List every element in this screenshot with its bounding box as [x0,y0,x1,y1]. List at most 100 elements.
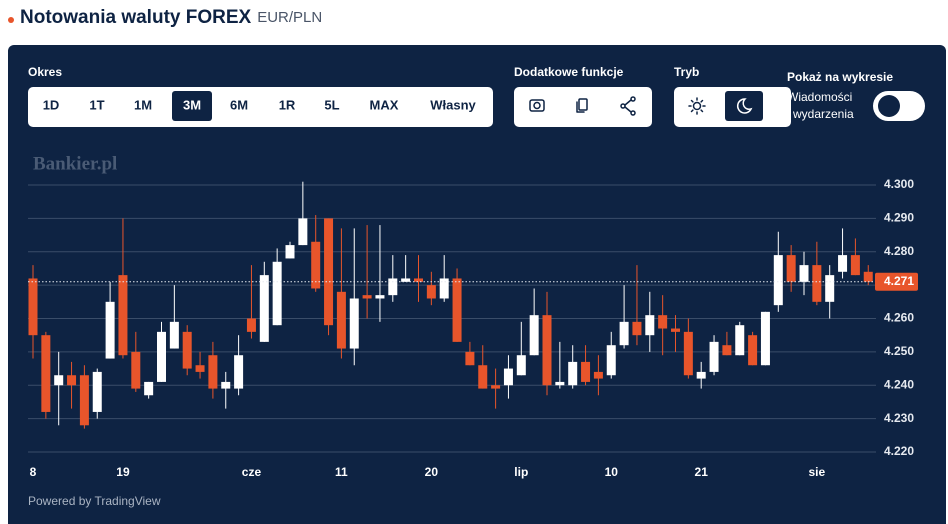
news-label: i wydarzenia [787,107,854,121]
candle-body [311,241,321,289]
y-tick-label: 4.290 [884,211,914,225]
period-button[interactable]: 5L [324,97,339,112]
y-tick-label: 4.260 [884,311,914,325]
candle-body [67,375,77,386]
candle-body [298,218,308,246]
candle-body [439,278,449,299]
x-tick-label: lip [514,465,528,479]
page-title: Notowania waluty FOREX EUR/PLN [20,7,322,28]
candle-body [105,301,115,359]
show-label: Pokaż na wykresie [787,70,893,84]
candle-body [375,295,385,299]
period-label: Okres [28,65,62,79]
candle-body [285,245,295,259]
title-dot [8,17,14,23]
y-tick-label: 4.230 [884,411,914,425]
candle-body [131,351,141,389]
candle-body [349,298,359,349]
last-price-box [875,272,918,291]
candle-body [658,315,668,329]
news-label: Wiadomości [787,90,852,104]
x-tick-label: cze [242,465,262,479]
candle-body [863,271,873,282]
candle-body [169,321,179,349]
copy-icon[interactable] [576,98,588,113]
y-tick-label: 4.220 [884,444,914,458]
x-tick-label: 20 [425,465,439,479]
period-active[interactable] [172,91,212,121]
candle-body [735,325,745,356]
candle-body [516,355,526,376]
candle-body [41,335,51,412]
candle-body [491,385,501,389]
watermark: Bankier.pl [33,153,117,174]
candle-body [54,375,64,386]
candle-body [195,365,205,372]
candle-body [452,278,462,342]
y-tick-label: 4.240 [884,377,914,391]
candle-body [619,321,629,346]
candle-body [246,318,256,332]
period-button[interactable]: 6M [230,97,248,112]
candle-body [773,255,783,306]
candle-body [529,315,539,356]
candle-body [465,351,475,366]
title: Notowania waluty FOREX [20,7,252,28]
period-button[interactable]: 1M [134,97,152,112]
candle-body [182,331,192,369]
candle-body [645,315,655,336]
x-tick-label: sie [809,465,826,479]
candle-body [503,368,513,386]
candle-body [593,371,603,379]
candle-body [568,361,578,386]
candle-body [748,335,758,366]
candle-body [683,331,693,376]
share-icon[interactable] [620,96,636,116]
x-tick-label: 10 [605,465,619,479]
sun-icon[interactable] [688,97,706,115]
candle-body [632,321,642,336]
candle-body [825,275,835,302]
period-button[interactable]: 1R [279,97,296,112]
toggle-knob [878,95,900,117]
candle-body [671,328,680,332]
x-tick-label: 19 [116,465,130,479]
footer: Powered by TradingView [28,494,161,508]
candle-body [28,278,38,336]
candle-body [838,255,848,272]
candle-body [221,381,231,389]
y-tick-label: 4.280 [884,244,914,258]
period-button[interactable]: MAX [370,97,399,112]
period-button[interactable]: Własny [430,97,476,112]
candle-body [401,278,411,282]
candle-body [92,371,102,412]
candle-body [234,355,244,389]
candle-body [388,278,398,296]
panel [8,45,946,524]
candle-body [324,218,334,326]
candle-body [208,355,218,389]
extra-group [514,87,652,127]
candle-body [79,375,89,426]
period-button[interactable]: 1T [89,97,104,112]
candle-body [696,371,706,379]
camera-icon[interactable] [529,99,545,112]
x-tick-label: 11 [335,465,348,479]
candle-body [786,255,796,282]
candle-body [760,311,770,366]
candle-body [336,291,346,349]
candle-body [850,255,860,276]
candle-body [426,285,436,299]
period-button[interactable]: 3M [183,97,201,112]
candle-body [144,381,154,396]
candle-body [581,361,591,382]
candle-body [709,341,719,372]
mode-label: Tryb [674,65,699,79]
candle-body [722,345,732,356]
extra-label: Dodatkowe funkcje [514,65,624,79]
candle-body [362,295,372,299]
candle-body [259,275,269,342]
period-button[interactable]: 1D [43,97,60,112]
x-tick-label: 21 [695,465,709,479]
